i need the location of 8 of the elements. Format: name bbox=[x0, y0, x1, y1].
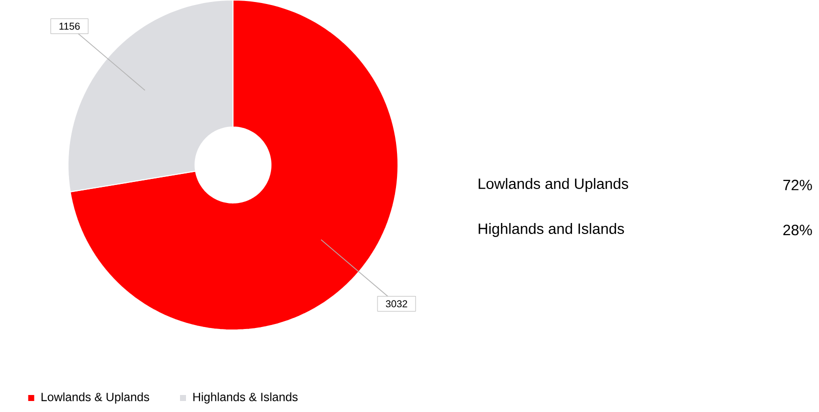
data-label: 3032 bbox=[386, 300, 408, 308]
legend-label: Highlands & Islands bbox=[193, 392, 298, 404]
text: 72% bbox=[783, 180, 812, 190]
data-label: 1156 bbox=[60, 22, 80, 30]
text: Highlands and Islands bbox=[478, 223, 624, 237]
text: Lowlands and Uplands bbox=[478, 178, 628, 192]
text: 28% bbox=[783, 224, 812, 236]
legend-label: Lowlands & Uplands bbox=[42, 392, 150, 404]
